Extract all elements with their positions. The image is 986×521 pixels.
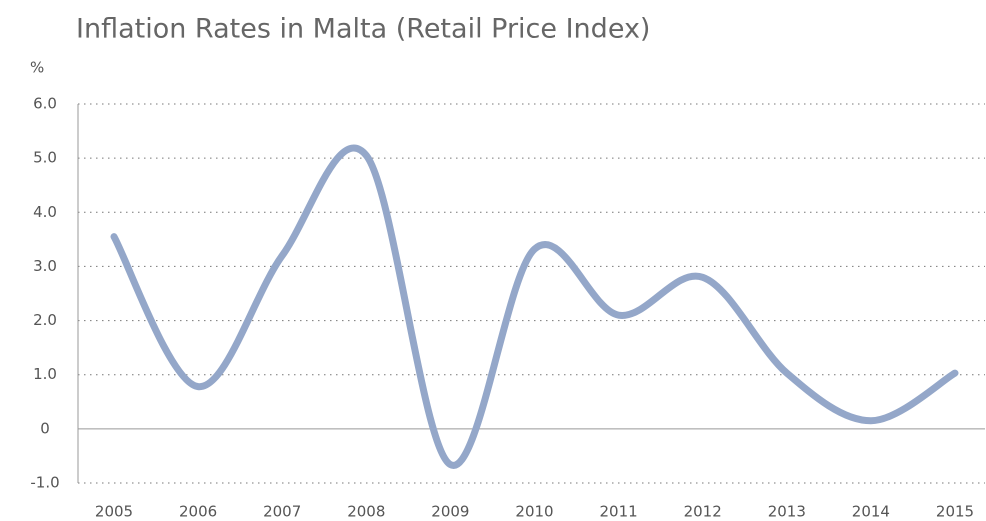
x-tick-label: 2015 [936, 503, 974, 521]
x-tick-label: 2013 [768, 503, 806, 521]
x-tick-label: 2014 [852, 503, 890, 521]
chart-title: Inflation Rates in Malta (Retail Price I… [76, 14, 650, 45]
line-series [110, 144, 959, 469]
x-tick-label: 2006 [179, 503, 217, 521]
y-tick-label: 5.0 [33, 149, 57, 167]
y-tick-label: -1.0 [30, 474, 59, 492]
x-tick-label: 2005 [95, 503, 133, 521]
y-tick-label: 6.0 [33, 95, 57, 113]
y-tick-label: 2.0 [33, 311, 57, 329]
y-tick-label: 1.0 [33, 365, 57, 383]
y-tick-label: 3.0 [33, 257, 57, 275]
x-tick-label: 2012 [684, 503, 722, 521]
y-axis-label: % [30, 59, 44, 77]
x-tick-label: 2007 [263, 503, 301, 521]
x-tick-label: 2009 [431, 503, 469, 521]
x-tick-label: 2011 [600, 503, 638, 521]
x-tick-label: 2008 [347, 503, 385, 521]
y-tick-label: 0 [40, 419, 50, 437]
y-tick-label: 4.0 [33, 203, 57, 221]
x-tick-label: 2010 [515, 503, 553, 521]
